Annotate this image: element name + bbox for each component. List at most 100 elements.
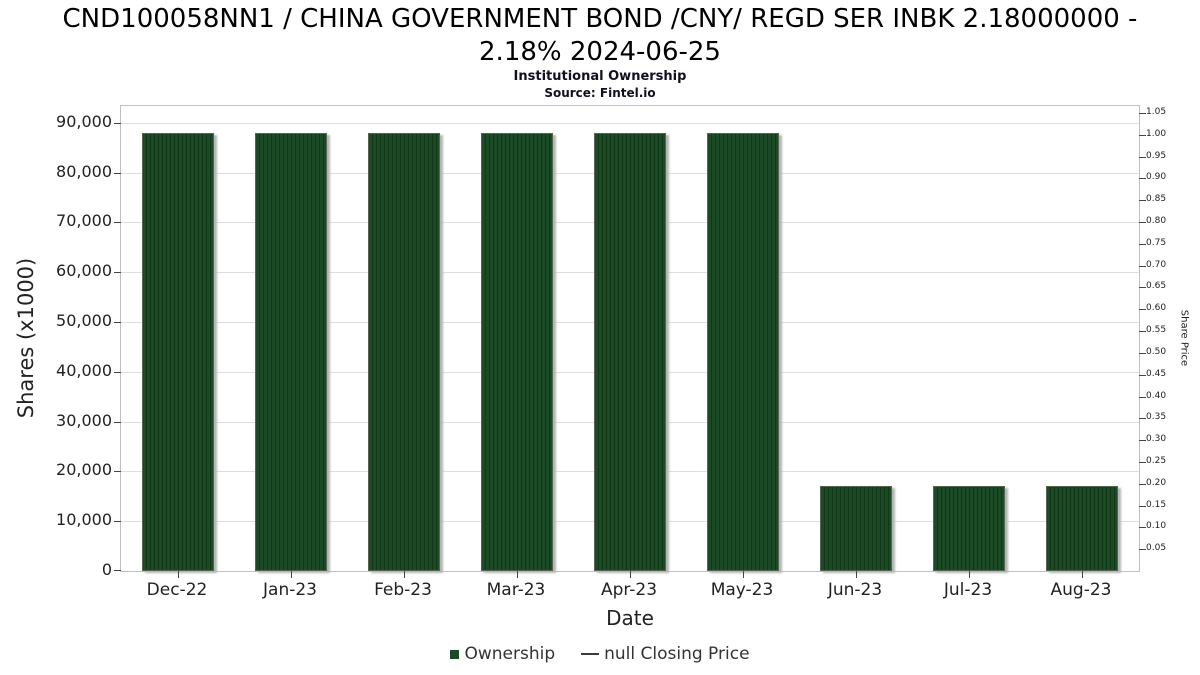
y-axis-right-tick-label: 0.55 (1146, 325, 1167, 335)
chart-subtitle: Institutional Ownership (513, 69, 687, 84)
y-axis-right-tick-label: 0.20 (1146, 478, 1167, 488)
closing-price-line-icon (581, 653, 600, 655)
y-axis-right-tickmark (1139, 331, 1146, 332)
y-axis-right-tickmark (1139, 549, 1146, 550)
x-axis-tick-label: Jul-23 (943, 580, 993, 600)
y-axis-left-tick-label: 90,000 (56, 112, 112, 131)
y-axis-right-tick-label: 0.45 (1146, 369, 1167, 379)
x-axis-tick-labels: Dec-22 Jan-23 Feb-23 Mar-23 Apr-23 May-23 Jun-… (120, 580, 1140, 604)
y-axis-left-tick-label: 40,000 (56, 361, 112, 380)
y-axis-right-tickmark (1139, 527, 1146, 528)
y-axis-left-tickmark (114, 222, 121, 223)
y-axis-right-tickmark (1139, 178, 1146, 179)
x-axis-tick-label: Apr-23 (600, 580, 658, 600)
y-axis-right-tickmark (1139, 266, 1146, 267)
y-axis-left-tickmark (114, 372, 121, 373)
legend-label-closing-price: null Closing Price (604, 644, 750, 664)
x-axis-tickmark (178, 571, 179, 578)
y-axis-right-tickmark (1139, 200, 1146, 201)
ownership-bar-feb-23 (368, 133, 440, 571)
y-axis-right-tick-label: 0.05 (1146, 543, 1167, 553)
chart-title: CND100058NN1 / CHINA GOVERNMENT BOND /CN… (62, 4, 1138, 68)
y-axis-right-tick-label: 0.15 (1146, 500, 1167, 510)
chart-legend: Ownership null Closing Price (0, 644, 1200, 664)
x-axis-tickmark (743, 571, 744, 578)
y-axis-left-ticks: 0 10,000 20,000 30,000 40,000 50,000 60,000 70,… (0, 105, 112, 579)
ownership-bar-may-23 (707, 133, 779, 571)
y-axis-left-tick-label: 60,000 (56, 261, 112, 280)
y-axis-left-tick-label: 70,000 (56, 211, 112, 230)
y-axis-right-tickmark (1139, 113, 1146, 114)
y-axis-right-tickmark (1139, 440, 1146, 441)
y-axis-right-tick-label: 0.90 (1146, 172, 1167, 182)
y-axis-right-tick-label: 0.60 (1146, 303, 1167, 313)
y-axis-left-tickmark (114, 471, 121, 472)
x-axis-label: Date (606, 606, 654, 630)
y-axis-right-tick-label: 0.10 (1146, 521, 1167, 531)
x-axis-tick-label: Dec-22 (146, 580, 208, 600)
x-axis-tickmark (856, 571, 857, 578)
x-axis-tickmark (630, 571, 631, 578)
y-axis-left-tick-label: 50,000 (56, 311, 112, 330)
legend-item-ownership: Ownership (450, 644, 555, 664)
y-axis-right-tickmark (1139, 222, 1146, 223)
y-axis-right-tick-label: 0.85 (1146, 194, 1167, 204)
x-axis-tickmark (291, 571, 292, 578)
y-axis-left-tickmark (114, 173, 121, 174)
x-axis-tick-label: Feb-23 (374, 580, 432, 600)
y-axis-right-tickmark (1139, 244, 1146, 245)
y-axis-left-tickmark (114, 422, 121, 423)
y-axis-left-tickmark (114, 123, 121, 124)
ownership-bar-dec-22 (142, 133, 214, 571)
y-axis-right-tick-label: 1.05 (1146, 107, 1167, 117)
x-axis-tickmark (969, 571, 970, 578)
y-axis-left-tick-label: 0 (101, 560, 112, 579)
y-axis-right-tick-label: 0.35 (1146, 412, 1167, 422)
y-axis-left-tick-label: 30,000 (56, 411, 112, 430)
ownership-swatch-icon (450, 649, 460, 659)
y-axis-right-tick-label: 0.65 (1146, 281, 1167, 291)
y-axis-left-tick-label: 80,000 (56, 162, 112, 181)
y-axis-left-tickmark (114, 570, 121, 571)
y-axis-right-tick-label: 0.70 (1146, 260, 1167, 270)
ownership-bar-apr-23 (594, 133, 666, 571)
ownership-bar-jan-23 (255, 133, 327, 571)
y-axis-left-tick-label: 20,000 (56, 460, 112, 479)
legend-item-closing-price: null Closing Price (581, 644, 750, 664)
y-axis-right-tick-label: 0.30 (1146, 434, 1167, 444)
y-axis-left-tickmark (114, 272, 121, 273)
y-axis-right-tickmark (1139, 418, 1146, 419)
gridline (121, 123, 1139, 124)
y-axis-left-tickmark (114, 521, 121, 522)
y-axis-right-tick-label: 0.40 (1146, 391, 1167, 401)
x-axis-tickmark (1082, 571, 1083, 578)
y-axis-left-tick-label: 10,000 (56, 510, 112, 529)
y-axis-right-tickmark (1139, 397, 1146, 398)
y-axis-right-tick-label: 0.75 (1146, 238, 1167, 248)
y-axis-right-tickmark (1139, 135, 1146, 136)
y-axis-right-tick-label: 0.95 (1146, 151, 1167, 161)
y-axis-right-tickmark (1139, 462, 1146, 463)
legend-label-ownership: Ownership (464, 644, 556, 664)
y-axis-left-tickmark (114, 322, 121, 323)
plot-area (114, 105, 1146, 578)
y-axis-right-tickmark (1139, 484, 1146, 485)
y-axis-right-tick-label: 0.25 (1146, 456, 1167, 466)
ownership-bar-aug-23 (1046, 486, 1118, 571)
x-axis-tick-label: Jun-23 (827, 580, 883, 600)
x-axis-tick-label: Jan-23 (263, 580, 317, 600)
x-axis-tick-label: Aug-23 (1050, 580, 1112, 600)
chart-source: Source: Fintel.io (544, 86, 656, 100)
x-axis-tick-label: May-23 (710, 580, 774, 600)
y-axis-right-tickmark (1139, 309, 1146, 310)
y-axis-right-tickmark (1139, 353, 1146, 354)
x-axis-tickmark (517, 571, 518, 578)
x-axis-tick-label: Mar-23 (486, 580, 546, 600)
y-axis-right-tick-label: 0.50 (1146, 347, 1167, 357)
y-axis-right-ticks: 1.05 1.00 0.95 0.90 0.85 0.80 0.75 0.70 0.65 0.60… (1146, 105, 1194, 572)
y-axis-right-tick-label: 0.80 (1146, 216, 1167, 226)
ownership-bar-mar-23 (481, 133, 553, 571)
y-axis-right-tickmark (1139, 506, 1146, 507)
y-axis-right-tick-label: 1.00 (1146, 129, 1167, 139)
